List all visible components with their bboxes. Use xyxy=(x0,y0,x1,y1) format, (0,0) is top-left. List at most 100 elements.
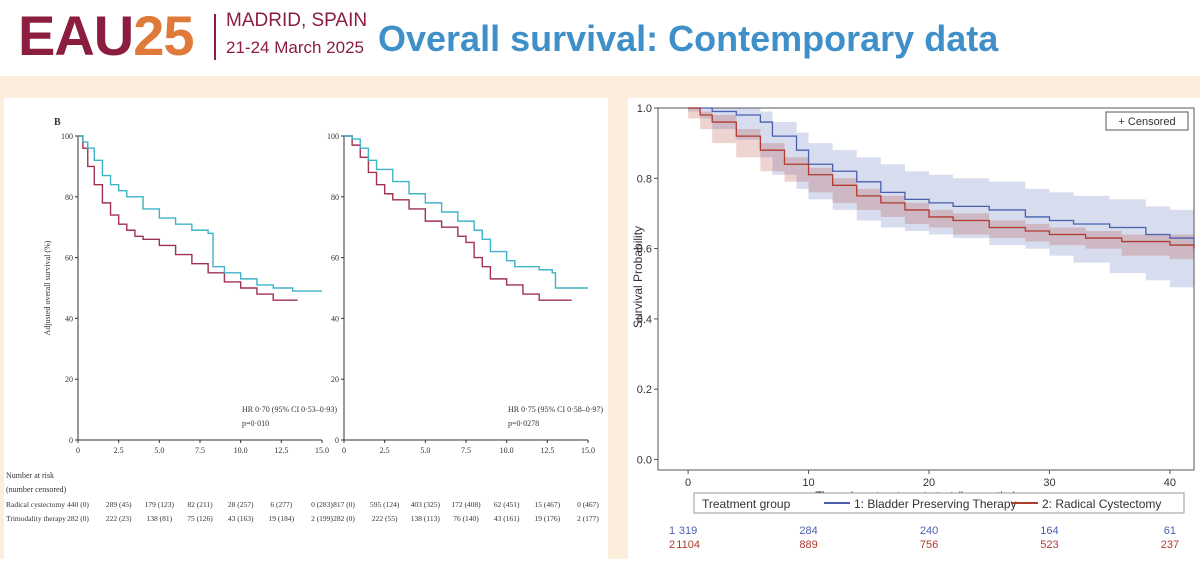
y-axis-title: Survival Probability xyxy=(631,226,645,328)
x-tick-label: 5.0 xyxy=(154,446,164,455)
risk-table-value: 282 (0) xyxy=(333,514,355,523)
risk-table-value: 284 xyxy=(799,525,817,537)
y-tick-label: 20 xyxy=(65,375,73,384)
x-tick-label: 0 xyxy=(76,446,80,455)
logo-year: 25 xyxy=(133,4,194,67)
treatment-legend-box xyxy=(693,492,1185,514)
risk-table-value: 179 (123) xyxy=(145,500,175,509)
survival-curve-bladder-preserving xyxy=(688,107,1195,249)
censored-legend-label: + Censored xyxy=(1118,116,1175,128)
risk-table-value: 240 xyxy=(920,525,938,537)
y-tick-label: 0.0 xyxy=(637,454,652,466)
risk-table-value: 817 (0) xyxy=(333,500,355,509)
y-tick-label: 20 xyxy=(331,375,339,384)
slide-content: 0 20 40 60 80 100 0 2.5 5.0 7.5 10.0 12.5 15.0 HR 0·7… xyxy=(0,76,1200,559)
risk-table-row-label: 2 xyxy=(669,539,675,551)
x-tick-label: 10.0 xyxy=(500,446,514,455)
risk-table-row-label: Trimodality therapy xyxy=(6,514,66,523)
risk-table-value: 138 (113) xyxy=(411,514,441,523)
survival-curve-radical-cystectomy xyxy=(78,135,298,301)
logo-divider xyxy=(214,14,216,60)
risk-table-subheader: (number censored) xyxy=(6,485,67,494)
eau25-logo: EAU25 xyxy=(18,4,195,68)
right-figure-panel: 0.00.20.40.60.81.0010203040Time since tr… xyxy=(628,98,1200,559)
risk-table-value: 43 (163) xyxy=(228,514,254,523)
hazard-ratio-label: HR 0·70 (95% CI 0·53–0·93) xyxy=(242,405,337,414)
risk-table-value: 523 xyxy=(1040,539,1058,551)
risk-table-value: 222 (23) xyxy=(106,514,132,523)
risk-table-value: 28 (257) xyxy=(228,500,254,509)
x-tick-label: 40 xyxy=(1164,477,1176,489)
y-tick-label: 100 xyxy=(61,132,73,141)
y-tick-label: 0 xyxy=(69,436,73,445)
risk-table-value: 172 (408) xyxy=(451,500,481,509)
risk-table-header: Number at risk xyxy=(6,471,54,480)
y-tick-label: 0.4 xyxy=(637,314,652,326)
risk-table-value: 403 (325) xyxy=(411,500,441,509)
confidence-band-radical-cystectomy xyxy=(688,108,1194,260)
logo-prefix: EAU xyxy=(18,4,134,67)
risk-table-value: 82 (211) xyxy=(187,500,213,509)
risk-table-value: 6 (277) xyxy=(270,500,292,509)
treatment-legend-title: Treatment group xyxy=(702,497,791,511)
x-tick-label: 30 xyxy=(1043,477,1055,489)
risk-table-value: 62 (451) xyxy=(494,500,520,509)
x-tick-label: 20 xyxy=(923,477,935,489)
plot-frame xyxy=(657,107,1195,471)
slide-header: EAU25 MADRID, SPAIN 21-24 March 2025 Ove… xyxy=(0,0,1200,76)
risk-table-value: 19 (176) xyxy=(535,514,561,523)
risk-table-value: 0 (283) xyxy=(311,500,333,509)
y-tick-label: 0 xyxy=(335,436,339,445)
km-curve-right: 0.00.20.40.60.81.0010203040Time since tr… xyxy=(631,103,1195,551)
risk-table-value: 138 (81) xyxy=(147,514,173,523)
y-tick-label: 80 xyxy=(65,193,73,202)
logo-dates: 21-24 March 2025 xyxy=(226,38,364,57)
survival-curve-trimodality-therapy xyxy=(344,135,588,289)
risk-table-value: 595 (124) xyxy=(370,500,400,509)
risk-table-value: 222 (55) xyxy=(372,514,398,523)
x-tick-label: 0 xyxy=(342,446,346,455)
risk-table-value: 2 (177) xyxy=(577,514,599,523)
hazard-ratio-label: HR 0·75 (95% CI 0·58–0·97) xyxy=(508,405,603,414)
y-tick-label: 0.6 xyxy=(637,244,652,256)
y-tick-label: 0.2 xyxy=(637,384,652,396)
y-tick-label: 60 xyxy=(65,254,73,263)
risk-table-value: 164 xyxy=(1040,525,1058,537)
legend-label-radical-cystectomy: 2: Radical Cystectomy xyxy=(1042,497,1161,511)
y-tick-label: 1.0 xyxy=(637,103,652,115)
y-tick-label: 80 xyxy=(331,193,339,202)
risk-table-value: 889 xyxy=(799,539,817,551)
risk-table-value: 1104 xyxy=(676,539,700,551)
risk-table-value: 319 xyxy=(679,525,697,537)
legend-label-bladder-preserving: 1: Bladder Preserving Therapy xyxy=(854,497,1017,511)
x-tick-label: 5.0 xyxy=(420,446,430,455)
y-tick-label: 40 xyxy=(65,314,73,323)
risk-table-value: 440 (0) xyxy=(67,500,89,509)
risk-table-value: 19 (184) xyxy=(269,514,295,523)
x-tick-label: 2.5 xyxy=(380,446,390,455)
risk-table-value: 15 (467) xyxy=(535,500,561,509)
p-value-label: p=0·010 xyxy=(242,419,269,428)
panel-label: B xyxy=(54,117,61,128)
risk-table-value: 76 (140) xyxy=(453,514,479,523)
risk-table-value: 0 (467) xyxy=(577,500,599,509)
risk-table-value: 43 (161) xyxy=(494,514,520,523)
risk-table-value: 289 (45) xyxy=(106,500,132,509)
x-tick-label: 15.0 xyxy=(315,446,329,455)
risk-table-value: 237 xyxy=(1161,539,1179,551)
x-tick-label: 15.0 xyxy=(581,446,595,455)
censored-legend-box xyxy=(1105,111,1189,131)
x-tick-label: 2.5 xyxy=(114,446,124,455)
risk-table-value: 756 xyxy=(920,539,938,551)
risk-table-value: 282 (0) xyxy=(67,514,89,523)
p-value-label: p=0·0278 xyxy=(508,419,539,428)
risk-table-value: 75 (126) xyxy=(187,514,213,523)
risk-table-row-label: Radical cystectomy xyxy=(6,500,65,509)
x-tick-label: 10 xyxy=(802,477,814,489)
x-tick-label: 10.0 xyxy=(234,446,248,455)
x-tick-label: 12.5 xyxy=(274,446,288,455)
risk-table-value: 2 (199) xyxy=(311,514,333,523)
logo-city: MADRID, SPAIN xyxy=(226,10,368,31)
survival-curve-radical-cystectomy xyxy=(344,135,572,301)
survival-curve-radical-cystectomy xyxy=(688,107,1195,249)
